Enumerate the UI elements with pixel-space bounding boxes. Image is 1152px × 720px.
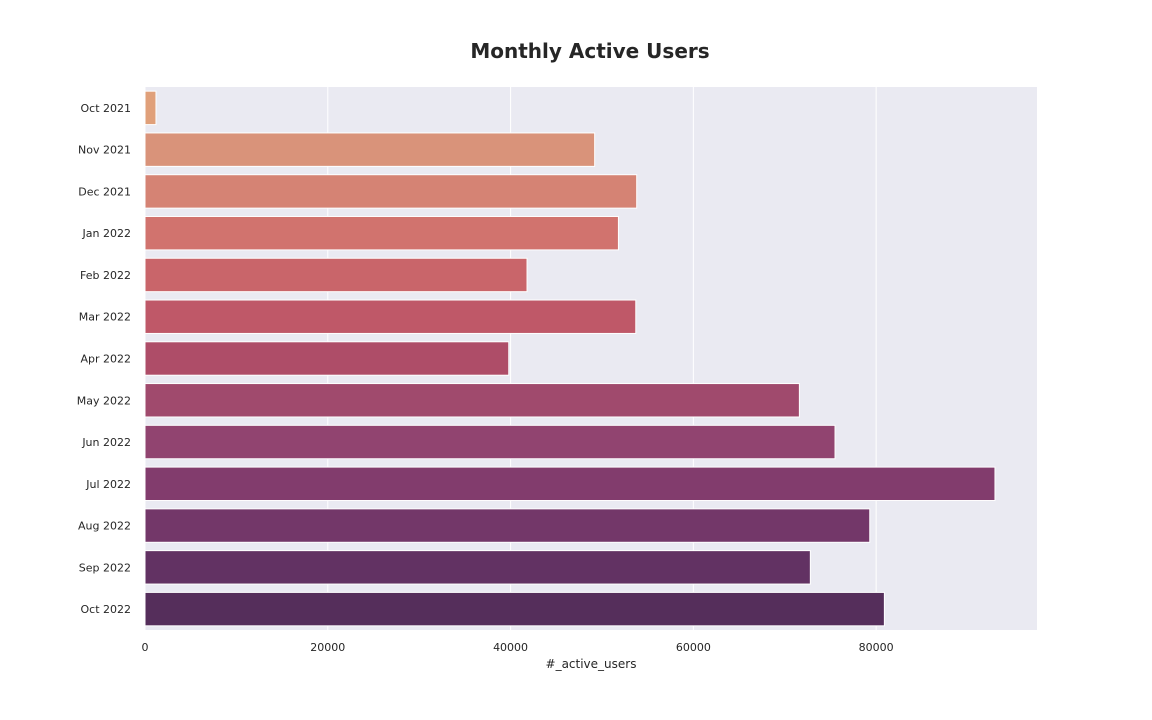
y-tick-label: Jun 2022	[81, 436, 131, 449]
x-axis-label: #_active_users	[546, 657, 637, 671]
x-tick-label: 40000	[493, 641, 528, 654]
bar-mar-2022	[144, 299, 637, 334]
bar-aug-2022	[144, 508, 871, 543]
y-tick-label: Jan 2022	[82, 227, 131, 240]
x-tick-label: 20000	[310, 641, 345, 654]
bar-oct-2022	[144, 591, 885, 627]
y-tick-label: Jul 2022	[85, 478, 131, 491]
bar-apr-2022	[144, 341, 510, 376]
y-tick-label: May 2022	[77, 394, 131, 407]
bar-feb-2022	[144, 257, 528, 293]
y-tick-label: Oct 2021	[80, 102, 131, 115]
bar-sep-2022	[144, 550, 811, 585]
y-tick-label: Apr 2022	[80, 353, 131, 366]
y-tick-label: Oct 2022	[80, 603, 131, 616]
x-tick-label: 0	[142, 641, 149, 654]
y-tick-label: Aug 2022	[78, 520, 131, 533]
bar-nov-2021	[144, 132, 596, 167]
y-tick-labels: Oct 2021 Nov 2021 Dec 2021 Jan 2022 Feb 2022…	[77, 102, 131, 616]
bar-jan-2022	[144, 215, 619, 251]
bars	[144, 90, 996, 627]
bar-jul-2022	[144, 466, 996, 502]
y-tick-label: Mar 2022	[79, 311, 131, 324]
x-tick-labels: 0 20000 40000 60000 80000	[142, 641, 894, 654]
x-tick-label: 60000	[676, 641, 711, 654]
y-tick-label: Nov 2021	[78, 144, 131, 157]
bar-oct-2021	[144, 90, 157, 126]
chart-title: Monthly Active Users	[470, 39, 709, 63]
x-tick-label: 80000	[859, 641, 894, 654]
bar-dec-2021	[144, 174, 638, 209]
y-tick-label: Sep 2022	[79, 561, 131, 574]
bar-may-2022	[144, 383, 800, 418]
y-tick-label: Feb 2022	[80, 269, 131, 282]
bar-jun-2022	[144, 424, 836, 460]
y-tick-label: Dec 2021	[78, 185, 131, 198]
